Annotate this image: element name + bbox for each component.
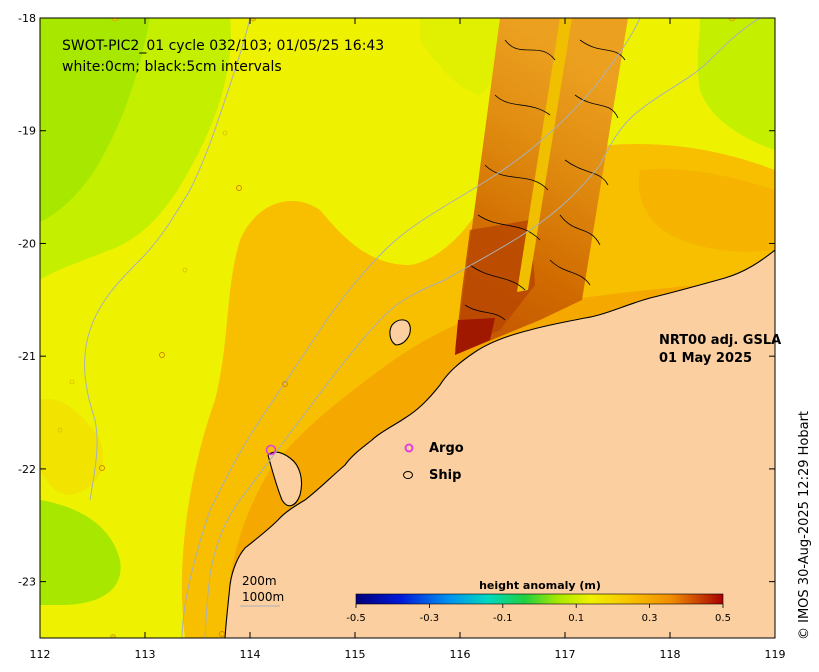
argo-float-marker bbox=[282, 381, 288, 387]
swot-swath-high-core bbox=[455, 220, 535, 350]
y-tick-label: -19 bbox=[18, 125, 36, 138]
marker-legend: Argo Ship bbox=[403, 441, 464, 483]
bathymetry-label-200m: 200m bbox=[242, 574, 277, 588]
argo-float-marker bbox=[265, 444, 277, 456]
land-mainland bbox=[225, 250, 775, 638]
colorbar-ticks: -0.5 -0.3 -0.1 0.1 0.3 0.5 bbox=[346, 604, 731, 624]
x-tick-label: 112 bbox=[30, 648, 51, 661]
y-tick-label: -22 bbox=[18, 463, 36, 476]
ocean-high-region-shelf bbox=[181, 144, 775, 638]
product-name: NRT00 adj. GSLA bbox=[659, 333, 781, 348]
y-tick-label: -18 bbox=[18, 12, 36, 25]
swot-swath-peak bbox=[455, 318, 495, 355]
argo-float-marker bbox=[182, 267, 188, 273]
x-tick-label: 114 bbox=[240, 648, 261, 661]
argo-float-marker bbox=[99, 465, 105, 471]
plot-frame bbox=[39, 17, 776, 639]
map-subtitle: white:0cm; black:5cm intervals bbox=[62, 59, 282, 75]
product-date: 01 May 2025 bbox=[659, 351, 752, 366]
y-tick-label: -20 bbox=[18, 237, 36, 250]
ocean-low-region-northeast bbox=[697, 18, 775, 150]
bathymetry-label-1000m: 1000m bbox=[242, 590, 284, 604]
argo-float-marker bbox=[222, 130, 228, 136]
colorbar: height anomaly (m) -0.5 -0.3 -0.1 0.1 0.3 0.5 bbox=[346, 579, 731, 624]
magenta-circle-icon bbox=[404, 443, 414, 453]
bathymetry-labels: 200m 1000m bbox=[240, 574, 284, 607]
coastline bbox=[224, 249, 775, 638]
colorbar-title: height anomaly (m) bbox=[479, 579, 601, 592]
x-tick-label: 117 bbox=[555, 648, 576, 661]
x-axis: 112 113 114 115 116 117 118 119 bbox=[30, 18, 786, 661]
credit-text: © IMOS 30-Aug-2025 12:29 Hobart bbox=[797, 411, 812, 640]
x-tick-label: 116 bbox=[450, 648, 471, 661]
argo-float-marker bbox=[110, 634, 116, 638]
land-island-barrow bbox=[389, 319, 411, 345]
x-tick-label: 115 bbox=[345, 648, 366, 661]
argo-float-marker bbox=[69, 379, 75, 385]
y-tick-label: -23 bbox=[18, 576, 36, 589]
argo-float-marker bbox=[159, 352, 165, 358]
colorbar-tick-label: 0.1 bbox=[568, 613, 584, 624]
argo-float-marker bbox=[111, 18, 119, 22]
argo-float-marker bbox=[249, 18, 257, 22]
bathymetry-contour-3000m bbox=[84, 18, 251, 501]
land-peninsula bbox=[268, 452, 302, 506]
legend-label-ship: Ship bbox=[429, 468, 461, 483]
argo-float-marker bbox=[57, 427, 63, 433]
x-tick-label: 113 bbox=[135, 648, 156, 661]
bathymetry-contour-200m bbox=[204, 18, 761, 638]
colorbar-gradient bbox=[355, 593, 724, 605]
ocean-low-region-southwest bbox=[40, 500, 121, 605]
argo-float-marker bbox=[728, 18, 736, 22]
bathymetry-contour-1000m bbox=[181, 18, 641, 638]
swot-contour-lines bbox=[464, 39, 626, 321]
argo-float-marker bbox=[236, 185, 242, 191]
colorbar-tick-label: 0.3 bbox=[642, 613, 658, 624]
legend-label-argo: Argo bbox=[429, 441, 464, 456]
colorbar-tick-label: -0.3 bbox=[420, 613, 440, 624]
x-tick-label: 118 bbox=[660, 648, 681, 661]
swot-nadir-gap bbox=[517, 18, 572, 292]
black-circle-icon bbox=[403, 471, 413, 479]
x-tick-label: 119 bbox=[765, 648, 786, 661]
ocean-high-region-west bbox=[40, 399, 104, 495]
map-field bbox=[40, 18, 775, 638]
colorbar-tick-label: -0.1 bbox=[493, 613, 513, 624]
y-axis: -18 -19 -20 -21 -22 -23 bbox=[18, 12, 775, 589]
map-title: SWOT-PIC2_01 cycle 032/103; 01/05/25 16:… bbox=[62, 38, 384, 54]
y-tick-label: -21 bbox=[18, 350, 36, 363]
colorbar-tick-label: 0.5 bbox=[715, 613, 731, 624]
ocean-low-region-north bbox=[420, 18, 502, 95]
colorbar-tick-label: -0.5 bbox=[346, 613, 366, 624]
ocean-low-region-northwest-core bbox=[40, 18, 150, 222]
ocean-high-region-east bbox=[638, 168, 775, 252]
argo-float-marker bbox=[219, 631, 225, 637]
